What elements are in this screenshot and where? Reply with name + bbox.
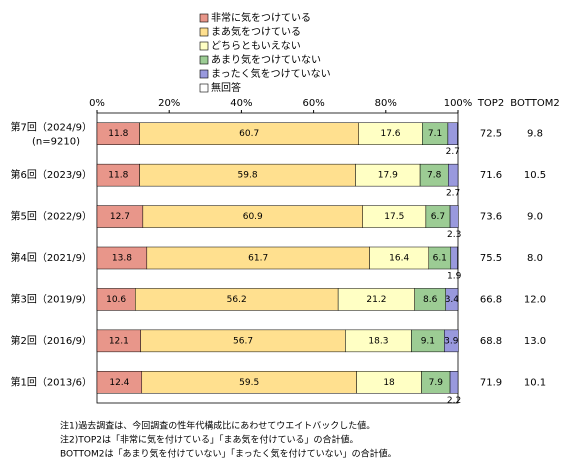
bar-segment — [449, 371, 459, 394]
y-tick-label: 第1回（2013/6） — [10, 375, 92, 388]
value-label: 1.9 — [447, 272, 462, 282]
summary-value: 73.6 — [480, 212, 502, 223]
summary-header: BOTTOM2 — [510, 98, 559, 109]
value-label: 7.9 — [429, 378, 444, 388]
legend-swatch — [199, 13, 209, 23]
summary-value: 66.8 — [480, 294, 502, 305]
value-label: 2.2 — [447, 396, 461, 406]
value-label: 56.7 — [233, 336, 253, 346]
value-label: 60.7 — [239, 129, 259, 139]
value-label: 2.3 — [447, 230, 461, 240]
value-label: 12.7 — [110, 212, 130, 222]
summary-value: 71.9 — [480, 377, 502, 388]
summary-value: 71.6 — [480, 170, 502, 181]
note: 注1)過去調査は、今回調査の性年代構成比にあわせてウエイトバックした値。 — [60, 420, 375, 432]
x-tick-label: 100% — [444, 98, 473, 109]
legend-swatch — [199, 83, 209, 93]
summary-value: 13.0 — [524, 336, 546, 347]
summary-value: 10.1 — [524, 377, 546, 388]
legend-label: どちらともいえない — [211, 40, 301, 52]
note: 注2)TOP2は「非常に気を付けている」「まあ気を付けている」の合計値。 — [60, 434, 358, 446]
y-tick-label: 第3回（2019/9） — [10, 292, 92, 305]
value-label: 7.8 — [427, 171, 442, 181]
x-tick-label: 80% — [375, 98, 397, 109]
value-label: 18.3 — [368, 336, 388, 346]
value-label: 2.7 — [446, 147, 460, 157]
value-label: 18 — [383, 378, 395, 388]
value-label: 12.1 — [109, 336, 129, 346]
value-label: 2.7 — [446, 189, 460, 199]
value-label: 8.6 — [423, 295, 438, 305]
sample-size: (n=9210) — [32, 137, 80, 148]
value-label: 60.9 — [243, 212, 263, 222]
summary-value: 75.5 — [480, 253, 502, 264]
value-label: 13.8 — [112, 254, 132, 264]
y-tick-label: 第5回（2022/9） — [10, 210, 92, 223]
x-tick-label: 20% — [158, 98, 180, 109]
value-label: 59.8 — [238, 171, 258, 181]
legend-label: 非常に気をつけている — [211, 11, 311, 24]
y-tick-label: 第7回（2024/9） — [10, 121, 92, 134]
note: BOTTOM2は「あまり気を付けていない」「まったく気を付けていない」の合計値。 — [60, 448, 397, 460]
x-tick-label: 60% — [302, 98, 324, 109]
y-tick-label: 第6回（2023/9） — [10, 168, 92, 181]
bar-segment — [448, 163, 459, 187]
bar-segment — [450, 246, 458, 270]
value-label: 12.4 — [109, 378, 129, 388]
value-label: 11.8 — [108, 171, 128, 181]
y-tick-label: 第2回（2016/9） — [10, 334, 92, 347]
x-tick-label: 40% — [230, 98, 252, 109]
summary-value: 10.5 — [524, 170, 546, 181]
summary-value: 9.0 — [527, 212, 543, 223]
legend-swatch — [199, 27, 209, 37]
value-label: 6.7 — [431, 212, 445, 222]
legend-swatch — [199, 55, 209, 65]
summary-value: 9.8 — [527, 129, 543, 140]
legend-label: まったく気をつけていない — [211, 67, 331, 80]
bar-segment — [447, 122, 458, 145]
legend-label: まあ気をつけている — [211, 25, 301, 38]
bar-segment — [449, 205, 459, 228]
value-label: 3.4 — [445, 295, 460, 305]
bar-segment — [444, 329, 459, 353]
summary-value: 68.8 — [480, 336, 502, 347]
value-label: 21.2 — [366, 295, 386, 305]
legend-swatch — [199, 69, 209, 79]
y-tick-label: 第4回（2021/9） — [10, 251, 92, 264]
summary-header: TOP2 — [477, 98, 504, 109]
value-label: 7.1 — [428, 129, 442, 139]
summary-value: 8.0 — [527, 253, 543, 264]
summary-value: 12.0 — [524, 294, 546, 305]
value-label: 17.6 — [380, 129, 400, 139]
value-label: 61.7 — [248, 254, 268, 264]
legend-label: あまり気をつけていない — [211, 53, 321, 66]
value-label: 6.1 — [433, 254, 447, 264]
value-label: 11.8 — [108, 129, 128, 139]
value-label: 17.5 — [384, 212, 404, 222]
value-label: 3.9 — [444, 336, 459, 346]
value-label: 17.9 — [378, 171, 398, 181]
value-label: 16.4 — [389, 254, 409, 264]
value-label: 10.6 — [106, 295, 126, 305]
legend-label: 無回答 — [211, 81, 241, 94]
bar-segment — [445, 288, 459, 311]
value-label: 56.2 — [227, 295, 247, 305]
legend-swatch — [199, 41, 209, 51]
x-tick-label: 0% — [89, 98, 105, 109]
summary-value: 72.5 — [480, 129, 502, 140]
value-label: 9.1 — [421, 336, 435, 346]
value-label: 59.5 — [239, 378, 259, 388]
